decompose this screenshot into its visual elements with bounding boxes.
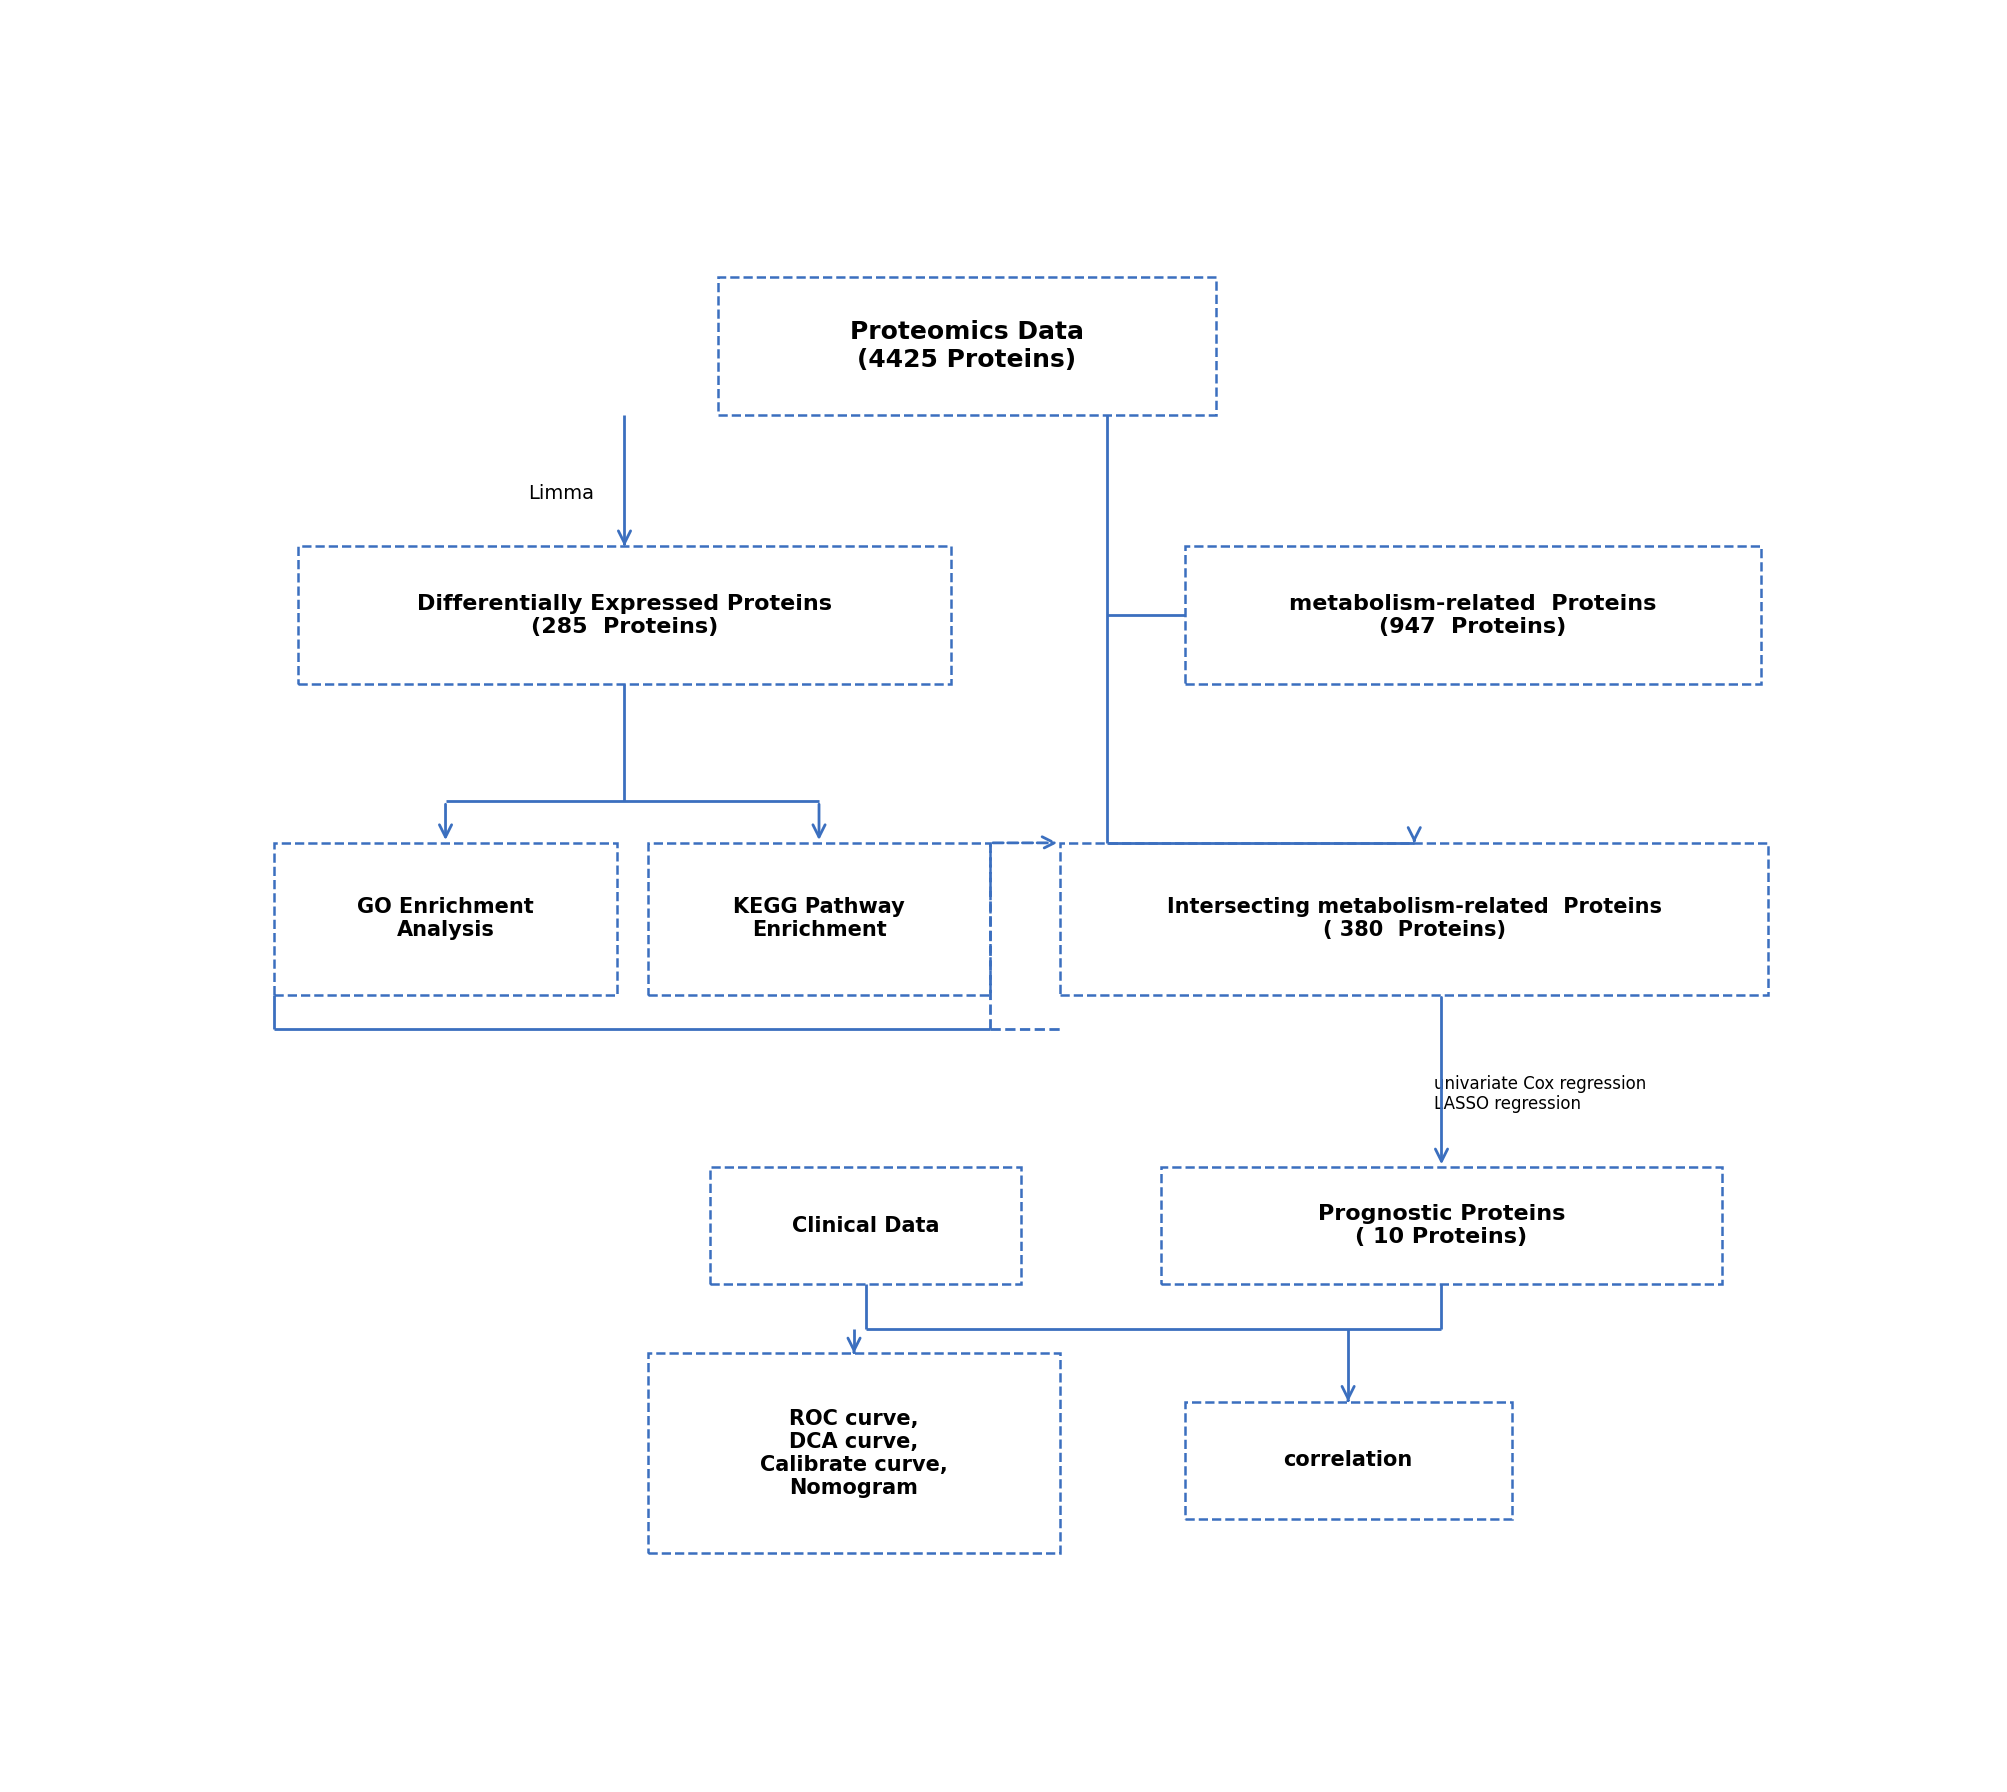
FancyBboxPatch shape: [1184, 547, 1760, 685]
Text: Clinical Data: Clinical Data: [791, 1215, 939, 1236]
Text: Proteomics Data
(4425 Proteins): Proteomics Data (4425 Proteins): [849, 321, 1084, 373]
FancyBboxPatch shape: [1060, 842, 1768, 995]
Text: ROC curve,
DCA curve,
Calibrate curve,
Nomogram: ROC curve, DCA curve, Calibrate curve, N…: [761, 1409, 947, 1498]
Text: correlation: correlation: [1282, 1450, 1413, 1471]
Text: Differentially Expressed Proteins
(285  Proteins): Differentially Expressed Proteins (285 P…: [417, 593, 831, 636]
Text: Prognostic Proteins
( 10 Proteins): Prognostic Proteins ( 10 Proteins): [1317, 1204, 1563, 1247]
Text: Limma: Limma: [528, 484, 594, 504]
FancyBboxPatch shape: [275, 842, 616, 995]
Text: KEGG Pathway
Enrichment: KEGG Pathway Enrichment: [733, 898, 905, 941]
Text: metabolism-related  Proteins
(947  Proteins): metabolism-related Proteins (947 Protein…: [1288, 593, 1656, 636]
FancyBboxPatch shape: [648, 1353, 1060, 1554]
FancyBboxPatch shape: [648, 842, 989, 995]
FancyBboxPatch shape: [297, 547, 951, 685]
FancyBboxPatch shape: [1184, 1401, 1511, 1520]
Text: univariate Cox regression
LASSO regression: univariate Cox regression LASSO regressi…: [1433, 1075, 1646, 1113]
FancyBboxPatch shape: [1160, 1167, 1720, 1285]
FancyBboxPatch shape: [710, 1167, 1022, 1285]
Text: GO Enrichment
Analysis: GO Enrichment Analysis: [357, 898, 534, 941]
FancyBboxPatch shape: [719, 278, 1216, 416]
Text: Intersecting metabolism-related  Proteins
( 380  Proteins): Intersecting metabolism-related Proteins…: [1166, 898, 1662, 941]
